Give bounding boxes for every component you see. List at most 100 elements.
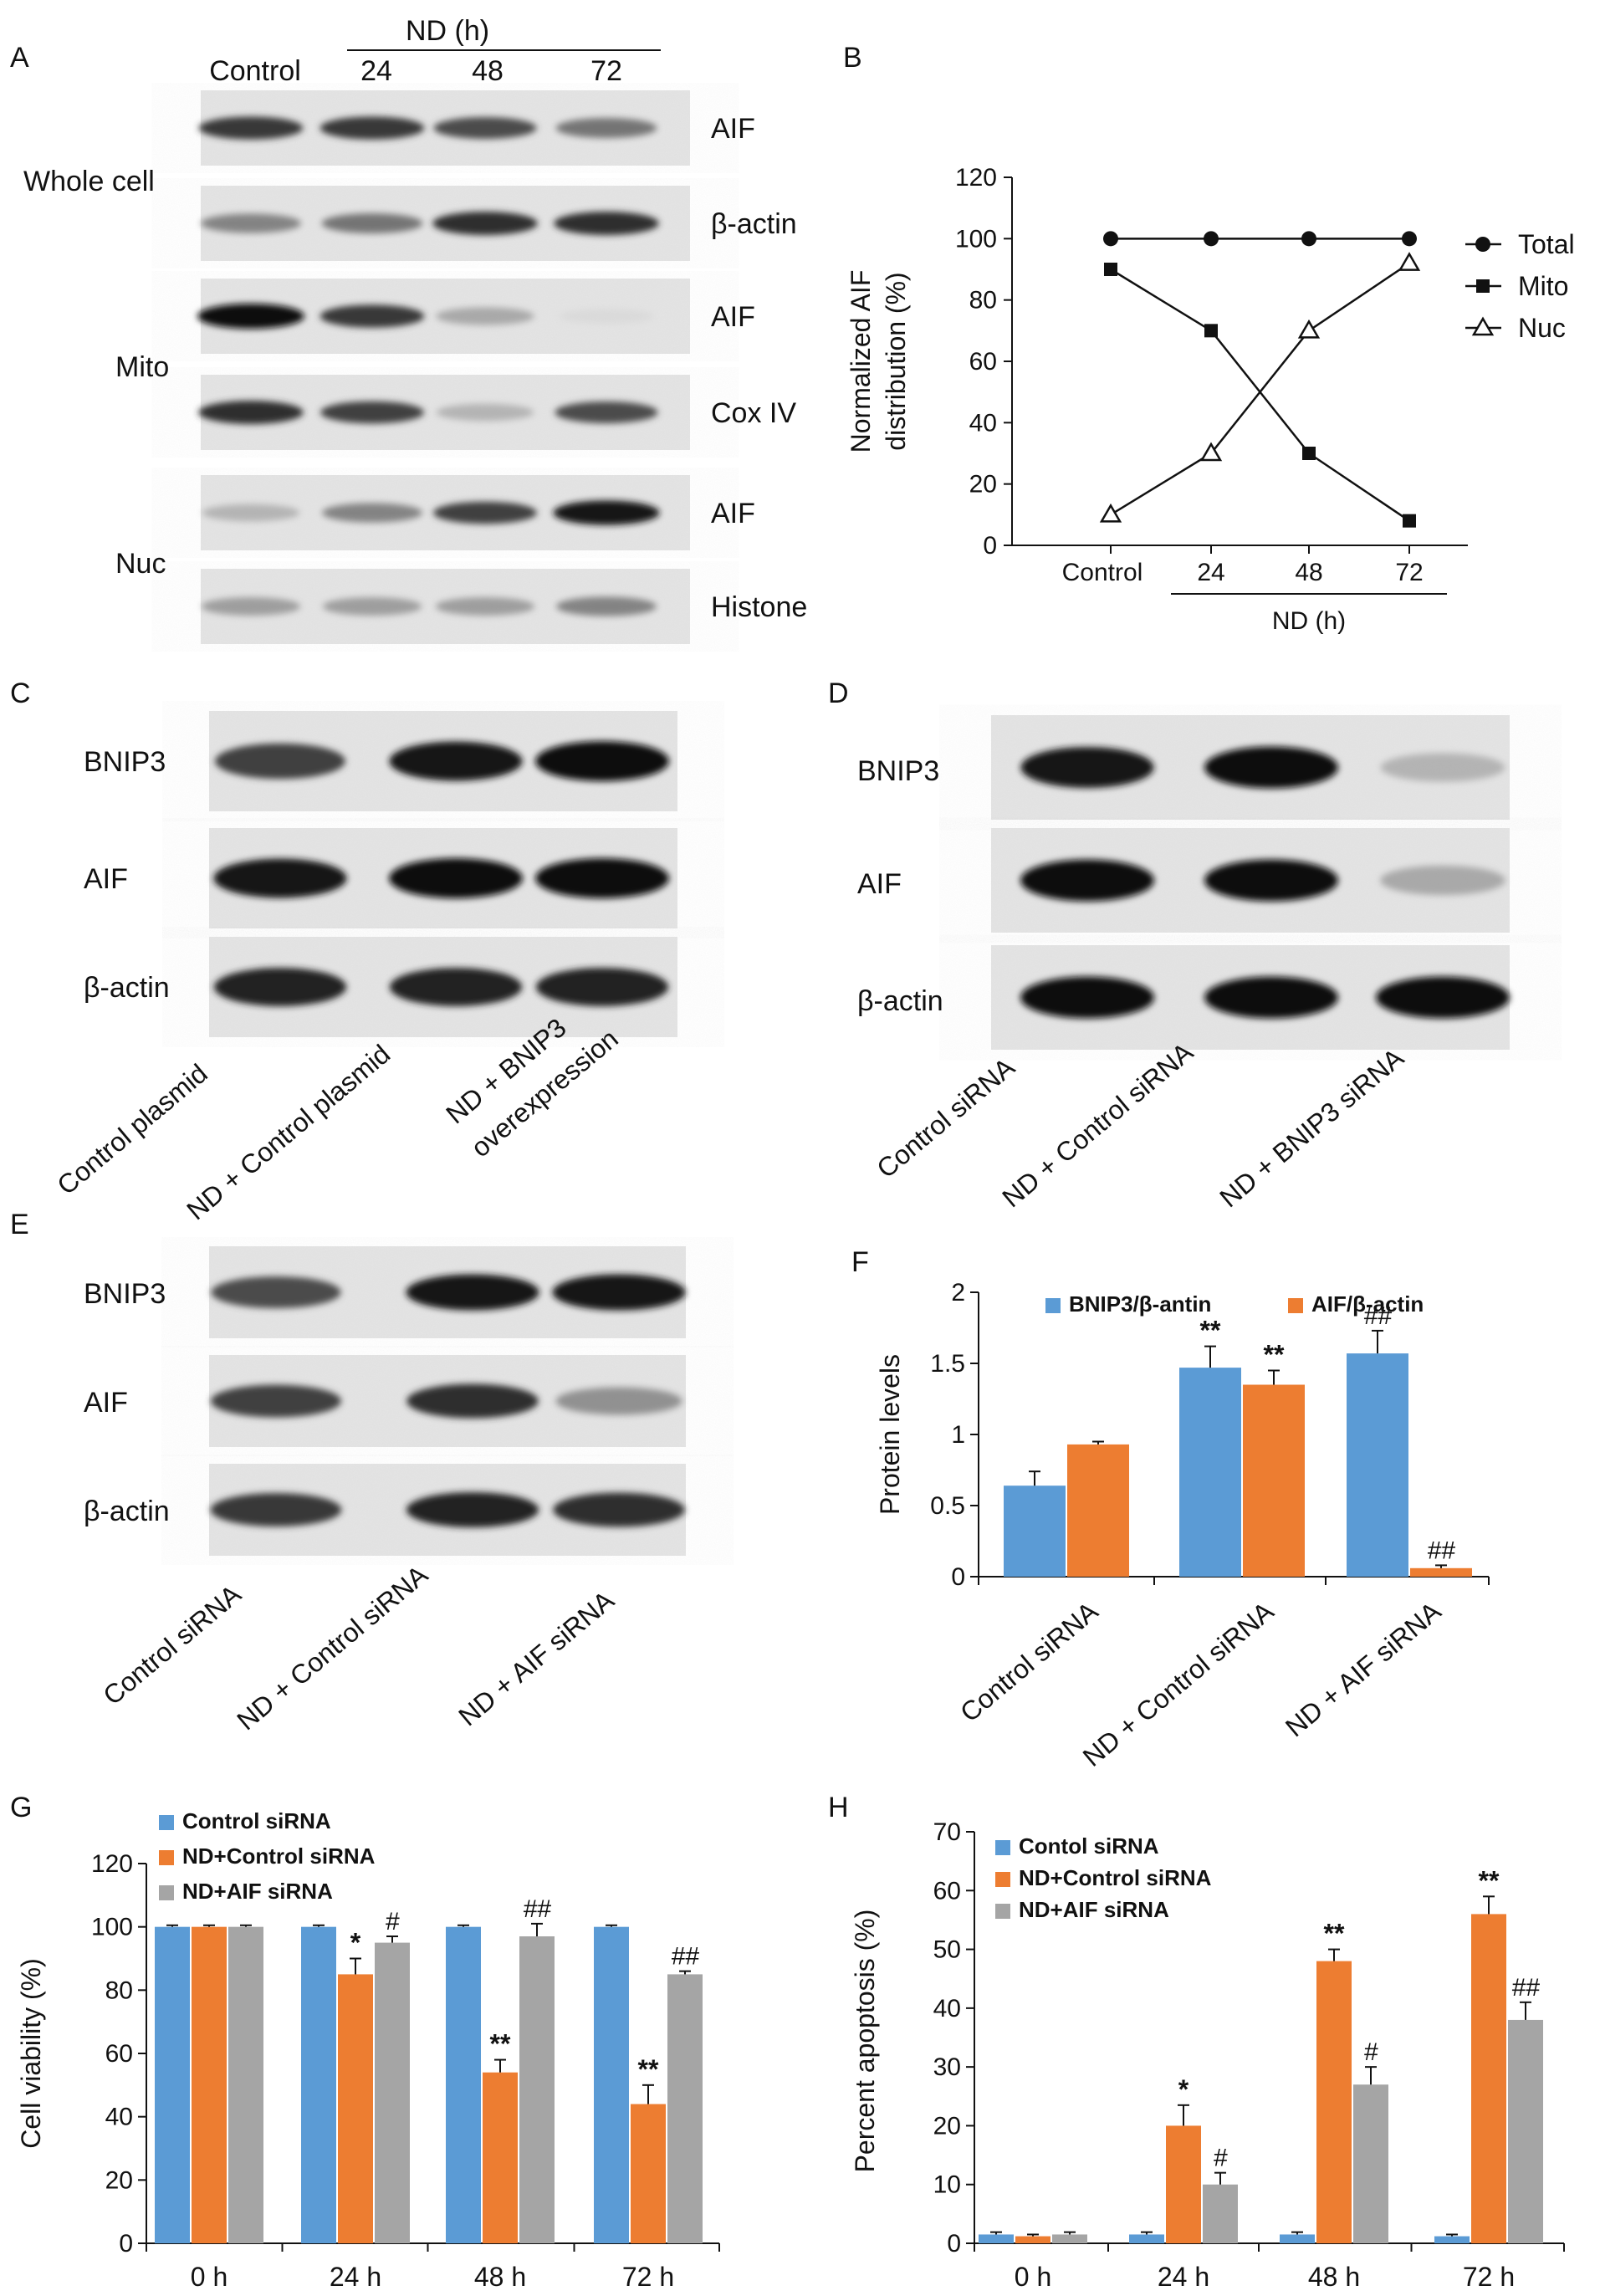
chart-g-significance-mark: ## bbox=[523, 1895, 551, 1923]
chart-b-point-nuc bbox=[1199, 442, 1223, 462]
panel-e-row-0-band bbox=[211, 1276, 341, 1309]
panel-a-lane-24: 24 bbox=[360, 55, 392, 87]
panel-c-lane-label: ND + Control plasmid bbox=[181, 1039, 396, 1226]
chart-b-legend-marker bbox=[1471, 316, 1495, 336]
chart-b-legend-label: Mito bbox=[1518, 271, 1568, 301]
panel-e-row-1-band bbox=[211, 1384, 341, 1418]
panel-a-row-1-band bbox=[432, 212, 538, 235]
panel-a-row-4-band bbox=[322, 503, 422, 523]
panel-h-letter: H bbox=[828, 1792, 849, 1823]
panel-d-letter: D bbox=[828, 678, 849, 709]
chart-h-significance-mark: # bbox=[1214, 2145, 1228, 2172]
chart-f-y-tick-label: 0.5 bbox=[930, 1492, 965, 1520]
chart-g-bar bbox=[446, 1926, 481, 2243]
panel-c-row-2-band bbox=[535, 968, 669, 1006]
chart-f-bar bbox=[1347, 1353, 1408, 1577]
panel-e-row-label: AIF bbox=[84, 1387, 128, 1419]
chart-h-y-tick-label: 40 bbox=[933, 1995, 961, 2022]
chart-h-category-label: 72 h bbox=[1463, 2262, 1515, 2292]
chart-f-significance-mark: ** bbox=[1200, 1316, 1221, 1346]
panel-c-lane-label: Control plasmid bbox=[51, 1058, 212, 1200]
chart-b-point-nuc bbox=[1297, 319, 1321, 339]
panel-d-row-1-band bbox=[1204, 859, 1338, 902]
chart-g-bar bbox=[631, 2104, 666, 2243]
chart-h-bar bbox=[1129, 2234, 1164, 2243]
chart-f-y-tick-label: 2 bbox=[951, 1279, 965, 1307]
chart-h-bar bbox=[1508, 2019, 1543, 2243]
chart-b-point-total bbox=[1204, 231, 1219, 247]
chart-f-y-tick-label: 1 bbox=[951, 1421, 965, 1449]
chart-h-y-label: Percent apoptosis (%) bbox=[850, 1910, 880, 2173]
panel-a-group-whole-cell: Whole cell bbox=[23, 166, 155, 197]
panel-e-letter: E bbox=[10, 1209, 29, 1240]
panel-a-row-0-band bbox=[433, 117, 537, 139]
chart-f-y-label: Protein levels bbox=[875, 1354, 905, 1515]
panel-a-row-2-band bbox=[559, 309, 654, 324]
chart-b-y-tick-label: 60 bbox=[969, 348, 997, 376]
chart-g-significance-mark: ** bbox=[490, 2029, 511, 2059]
panel-d-row-0-band bbox=[1020, 747, 1154, 788]
panel-g: G 0 20 40 60 80 100 120 Cell viability (%) Contr… bbox=[10, 1792, 720, 2292]
chart-h-bar bbox=[1166, 2125, 1201, 2243]
chart-g-category-label: 24 h bbox=[330, 2262, 381, 2292]
chart-b-y-tick-label: 20 bbox=[969, 471, 997, 499]
chart-h-bar bbox=[1316, 1961, 1352, 2243]
chart-h-legend-swatch bbox=[995, 1904, 1010, 1919]
chart-h-category-label: 48 h bbox=[1308, 2262, 1360, 2292]
chart-g-y-tick-label: 120 bbox=[91, 1850, 133, 1878]
panel-e-row-label: β-actin bbox=[84, 1496, 170, 1527]
panel-c-row-0-band bbox=[215, 743, 345, 780]
chart-f-bar bbox=[1004, 1485, 1066, 1577]
panel-a-row-2-band bbox=[319, 304, 425, 328]
chart-b-x-tick-label: 24 bbox=[1197, 559, 1224, 586]
panel-d-lane-label: ND + Control siRNA bbox=[996, 1036, 1199, 1213]
chart-b-x-tick-label: Control bbox=[1062, 559, 1143, 586]
panel-d-row-label: BNIP3 bbox=[857, 755, 939, 787]
chart-g-significance-mark: ** bbox=[638, 2054, 659, 2084]
panel-a-row-5-band bbox=[201, 597, 301, 616]
panel-a-lane-72: 72 bbox=[590, 55, 622, 87]
panel-a-row-3-band bbox=[320, 401, 424, 424]
chart-b-series-line-mito bbox=[1110, 268, 1410, 522]
chart-h-y-tick-label: 70 bbox=[933, 1818, 961, 1846]
chart-f-legend-swatch bbox=[1045, 1298, 1061, 1313]
chart-h-bar bbox=[1434, 2236, 1470, 2243]
panel-a-row-2-band bbox=[197, 304, 304, 329]
chart-f-significance-mark: ## bbox=[1363, 1302, 1392, 1330]
chart-h-significance-mark: ## bbox=[1511, 1974, 1540, 2002]
chart-b-group-label: ND (h) bbox=[1272, 607, 1346, 635]
chart-g-significance-mark: # bbox=[386, 1908, 400, 1935]
chart-h-bar bbox=[1015, 2236, 1050, 2243]
chart-h-significance-mark: ** bbox=[1324, 1919, 1345, 1949]
panel-e-lane-label: Control siRNA bbox=[97, 1578, 247, 1710]
chart-f-bar bbox=[1067, 1444, 1129, 1577]
chart-h-y-tick-label: 0 bbox=[947, 2230, 961, 2258]
chart-h-bar bbox=[1203, 2184, 1238, 2243]
chart-f-bar bbox=[1243, 1384, 1305, 1577]
panel-e-row-2-band bbox=[406, 1491, 539, 1528]
panel-d-row-2-band bbox=[1204, 976, 1338, 1019]
panel-a-row-0-band bbox=[198, 116, 304, 140]
chart-f-category-label: ND + AIF siRNA bbox=[1280, 1595, 1447, 1742]
panel-a: A ND (h) Control 24 48 72 Whole cell Mit… bbox=[10, 15, 807, 644]
panel-a-letter: A bbox=[10, 42, 29, 74]
chart-g-category-label: 0 h bbox=[191, 2262, 227, 2292]
panel-c-row-label: β-actin bbox=[84, 972, 170, 1004]
panel-d-lane-label: ND + BNIP3 siRNA bbox=[1214, 1042, 1409, 1214]
chart-b-point-mito bbox=[1302, 447, 1316, 460]
chart-h-bar bbox=[1471, 1914, 1506, 2243]
panel-c-row-1-band bbox=[389, 858, 523, 898]
chart-b-legend-marker bbox=[1476, 279, 1490, 293]
panel-a-group-mito: Mito bbox=[115, 351, 169, 383]
chart-h-significance-mark: ** bbox=[1479, 1865, 1500, 1895]
panel-a-row-3-band bbox=[555, 401, 658, 423]
panel-a-lane-48: 48 bbox=[472, 55, 504, 87]
chart-g-bar bbox=[519, 1936, 555, 2243]
chart-h-legend-label: ND+Control siRNA bbox=[1019, 1865, 1212, 1890]
panel-d-lane-label: Control siRNA bbox=[871, 1051, 1020, 1184]
chart-h-y-tick-label: 60 bbox=[933, 1877, 961, 1905]
chart-g-category-label: 48 h bbox=[474, 2262, 526, 2292]
